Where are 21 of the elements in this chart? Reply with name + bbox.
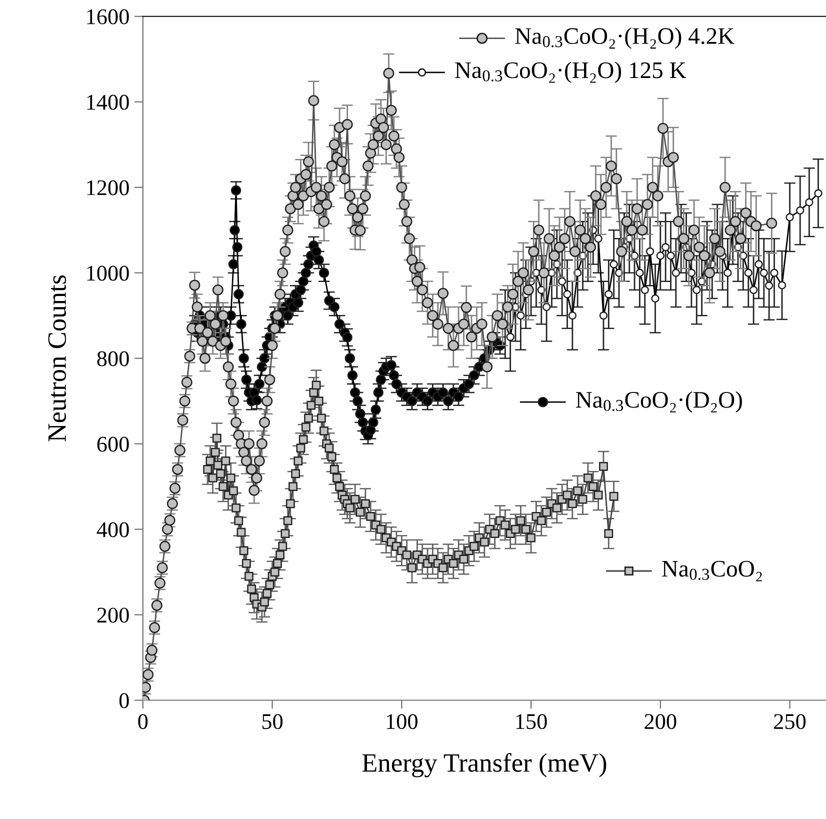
y-tick-label: 800 [97,351,129,366]
x-axis-title: Energy Transfer (meV) [362,753,606,778]
x-tick-label: 150 [516,714,547,730]
x-tick-label: 50 [262,714,283,730]
x-tick-label: 250 [774,714,806,730]
y-axis-title: Neutron Counts [48,275,66,442]
y-tick-label: 1200 [87,180,129,196]
y-tick-label: 1400 [87,94,129,110]
legend-label: Na$_{0.3}$CoO₂·(H₂O) 125 K [455,62,686,84]
y-tick-label: 600 [97,436,129,452]
y-tick-label: 400 [96,522,129,538]
x-tick-label: 0 [138,714,148,730]
y-tick-label: 0 [119,693,129,708]
x-tick-label: 100 [386,714,418,730]
legend-label: Na$_{0.3}$CoO₂ [662,560,762,582]
legend-label: Na$_{0.3}$CoO₂·(H₂O) 4.2K [515,27,734,49]
y-tick-label: 200 [97,608,129,623]
x-tick-label: 200 [644,714,676,730]
y-tick-label: 1000 [87,266,129,281]
y-tick-label: 1600 [87,9,129,24]
legend-label: Na$_{0.3}$CoO₂·(D₂O) [576,391,742,413]
